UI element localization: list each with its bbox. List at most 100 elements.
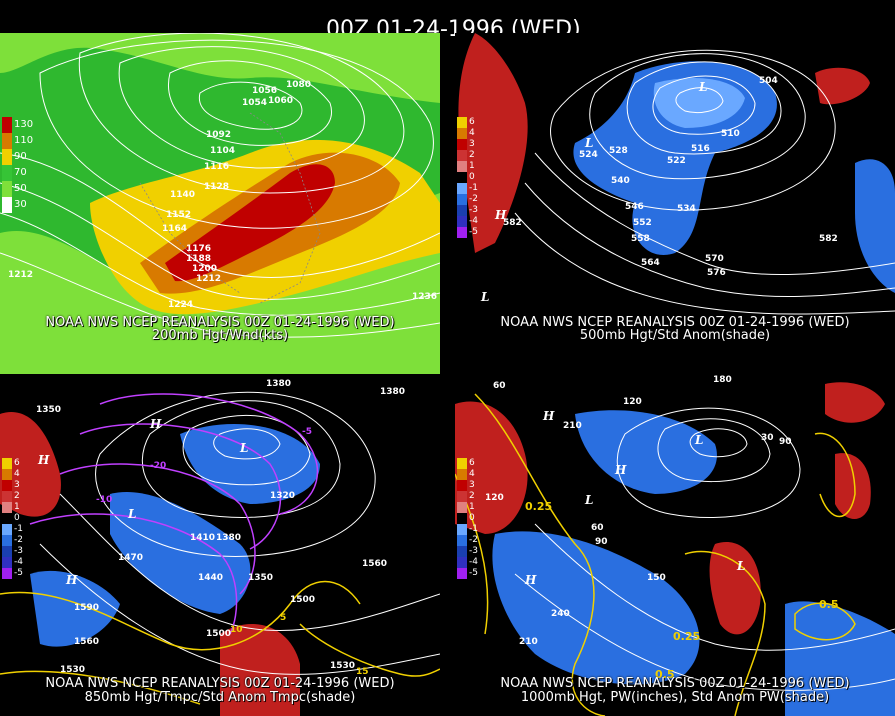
legend-label: -2 <box>14 535 23 545</box>
contour-label: 564 <box>641 258 660 268</box>
contour-label: 582 <box>503 218 522 228</box>
contour-label: 1080 <box>286 80 311 90</box>
panel-caption-field: 200mb Hgt/Wnd(kts) <box>151 328 289 343</box>
low-center-marker: L <box>239 441 248 455</box>
high-center-marker: H <box>614 463 627 477</box>
contour-label: 60 <box>591 523 604 533</box>
legend-label: -4 <box>469 557 478 567</box>
contour-label: 534 <box>677 204 696 214</box>
legend-label: 50 <box>14 183 27 194</box>
contour-label: 524 <box>579 150 598 160</box>
contour-label: 570 <box>705 254 724 264</box>
high-center-marker: H <box>149 417 162 431</box>
contour-label: 1500 <box>290 595 315 605</box>
contour-label: 1060 <box>268 96 293 106</box>
contour-label: 1500 <box>206 629 231 639</box>
legend-label: 2 <box>14 491 20 501</box>
low-center-marker: L <box>480 290 489 304</box>
contour-label: 546 <box>625 202 644 212</box>
panel-caption-field: 850mb Hgt/Tmpc/Std Anom Tmpc(shade) <box>84 690 356 705</box>
contour-label: 210 <box>519 637 538 647</box>
contour-label: 120 <box>485 493 504 503</box>
contour-label: 1440 <box>198 573 223 583</box>
contour-label: 1380 <box>216 533 241 543</box>
legend-label: -4 <box>14 557 23 567</box>
contour-label: 1530 <box>60 665 85 675</box>
legend-label: 2 <box>469 150 475 160</box>
legend-label: 30 <box>14 199 27 210</box>
contour-label: 1380 <box>266 379 291 389</box>
contour-label: 1128 <box>204 182 229 192</box>
legend-label: 2 <box>469 491 475 501</box>
legend-label: 3 <box>14 480 20 490</box>
legend-label: 4 <box>469 469 475 479</box>
std-anomaly-legend: 6 4 3 2 1 0 -1 -2 -3 -4 -5 <box>457 117 491 238</box>
legend-label: 0 <box>469 172 475 182</box>
temperature-label: -10 <box>96 495 112 505</box>
panel-caption-field: 1000mb Hgt, PW(inches), Std Anom PW(shad… <box>520 690 830 705</box>
high-center-marker: H <box>494 208 507 222</box>
contour-label: 516 <box>691 144 710 154</box>
contour-label: 576 <box>707 268 726 278</box>
contour-label: 1320 <box>270 491 295 501</box>
contour-label: 1188 <box>186 254 211 264</box>
legend-label: 4 <box>469 128 475 138</box>
contour-label: 1104 <box>210 146 235 156</box>
contour-label: 1380 <box>380 387 405 397</box>
contour-label: 1164 <box>162 224 187 234</box>
contour-label: 504 <box>759 76 778 86</box>
contour-label: 1350 <box>248 573 273 583</box>
contour-label: 120 <box>623 397 642 407</box>
contour-label: 1410 <box>190 533 215 543</box>
high-center-marker: H <box>524 573 537 587</box>
panel-850mb: 1380 1380 1350 1320 1410 1380 1350 1470 … <box>0 374 440 716</box>
contour-label: 1054 <box>242 98 267 108</box>
temperature-label: -20 <box>150 461 166 471</box>
legend-label: -1 <box>469 524 478 534</box>
legend-label: 6 <box>14 458 20 468</box>
map-200mb: 1056 1080 1060 1054 1092 1104 1116 1128 … <box>0 33 440 375</box>
contour-label: 1092 <box>206 130 231 140</box>
legend-label: 6 <box>469 117 475 127</box>
legend-label: -2 <box>469 535 478 545</box>
legend-label: -3 <box>469 205 478 215</box>
legend-label: 3 <box>469 139 475 149</box>
contour-label: 1224 <box>168 300 193 310</box>
legend-label: -1 <box>469 183 478 193</box>
contour-label: 90 <box>595 537 608 547</box>
contour-label: 1530 <box>330 661 355 671</box>
low-center-marker: L <box>694 433 703 447</box>
temperature-label: 10 <box>230 625 243 635</box>
low-center-marker: L <box>127 507 136 521</box>
wind-speed-legend: 130 110 90 70 50 30 <box>2 117 36 213</box>
panel-200mb: 1056 1080 1060 1054 1092 1104 1116 1128 … <box>0 33 440 375</box>
legend-label: 130 <box>14 119 34 130</box>
low-center-marker: L <box>698 80 707 94</box>
map-1000mb: 180 120 60 210 30 90 120 60 90 150 240 2… <box>455 375 895 716</box>
contour-label: 60 <box>493 381 506 391</box>
pw-label: 0.5 <box>819 598 839 611</box>
contour-label: 522 <box>667 156 686 166</box>
contour-label: 210 <box>563 421 582 431</box>
legend-label: 1 <box>469 161 475 171</box>
legend-label: 0 <box>469 513 475 523</box>
contour-label: 240 <box>551 609 570 619</box>
low-center-marker: L <box>584 493 593 507</box>
panel-caption-title: NOAA NWS NCEP REANALYSIS 00Z 01-24-1996 … <box>45 676 395 691</box>
temperature-label: 5 <box>280 613 286 623</box>
contour-label: 540 <box>611 176 630 186</box>
contour-label: 1140 <box>170 190 195 200</box>
low-center-marker: L <box>736 559 745 573</box>
contour-label: 558 <box>631 234 650 244</box>
legend-label: 6 <box>469 458 475 468</box>
contour-label: 1056 <box>252 86 277 96</box>
std-anomaly-legend: 6 4 3 2 1 0 -1 -2 -3 -4 -5 <box>2 458 36 579</box>
legend-label: -2 <box>469 194 478 204</box>
legend-label: -4 <box>469 216 478 226</box>
legend-label: 1 <box>14 502 20 512</box>
std-anomaly-legend: 6 4 3 2 1 0 -1 -2 -3 -4 -5 <box>457 458 491 579</box>
panel-caption-field: 500mb Hgt/Std Anom(shade) <box>579 328 771 343</box>
legend-label: 90 <box>14 151 27 162</box>
contour-label: 1236 <box>412 292 437 302</box>
contour-label: 510 <box>721 129 740 139</box>
